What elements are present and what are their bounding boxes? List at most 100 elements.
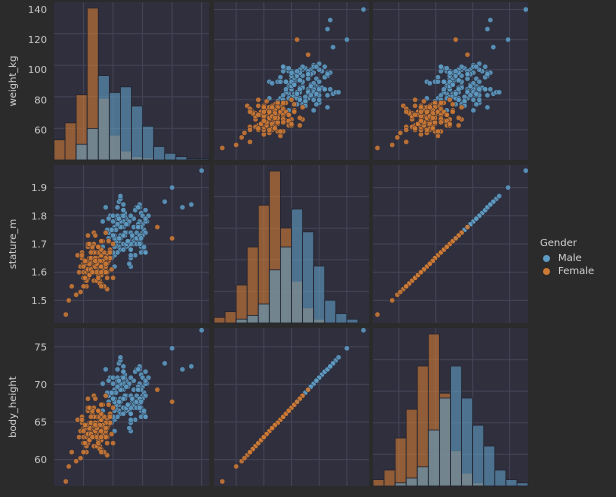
scatter-point-male [310,96,317,103]
scatter-point-male [310,107,317,114]
scatter-point-female [418,269,424,276]
scatter-point-male [120,363,127,370]
scatter-point-male [102,366,109,373]
y-tick-label-body_height: 75 [34,342,47,353]
scatter-point-female [455,122,462,129]
scatter-point-male [142,249,149,256]
scatter-point-male [120,246,127,253]
scatter-point-male [126,260,133,267]
scatter-point-female [86,241,93,247]
scatter-point-male [285,65,292,72]
scatter-point-male [179,204,186,211]
scatter-point-male [484,71,491,78]
scatter-point-male [321,63,328,70]
scatter-point-female [88,413,94,420]
scatter-point-male [470,96,477,103]
y-tick-label-stature_m: 1.8 [31,211,47,222]
scatter-point-female [412,96,418,103]
scatter-point-male [476,78,483,85]
scatter-point-male [280,63,287,70]
scatter-point-male [443,65,450,72]
legend-marker-female [542,267,551,276]
scatter-point-female [98,263,105,270]
scatter-point-female [85,395,91,402]
scatter-point-male [435,78,441,85]
scatter-point-male [114,366,121,373]
scatter-point-male [467,92,474,99]
scatter-point-male [123,221,130,228]
scatter-point-male [522,167,529,174]
scatter-point-female [255,102,262,109]
hist-bar-male [313,265,326,324]
scatter-point-male [138,235,144,242]
scatter-point-female [92,232,99,239]
scatter-point-male [136,241,143,247]
scatter-point-male [441,78,447,85]
scatter-point-male [142,215,149,222]
scatter-point-male [455,77,462,84]
scatter-point-male [296,86,303,93]
hist-bar-male [439,397,451,487]
scatter-point-female [98,428,105,434]
scatter-point-male [110,232,116,239]
scatter-point-male [169,184,175,191]
panel-weight_kg-vs-body_height [373,2,529,160]
hist-bar-male [257,303,270,324]
y-tick-label-stature_m: 1.5 [31,296,47,307]
scatter-point-male [99,218,106,225]
scatter-point-male [294,90,300,97]
panel-weight_kg-vs-weight_kg [53,2,210,161]
hist-bar-male [335,313,348,324]
scatter-point-female [154,386,161,393]
scatter-point-female [92,258,99,264]
scatter-point-male [114,383,121,390]
scatter-point-male [124,238,131,245]
panel-stature_m-vs-weight_kg [54,165,209,323]
scatter-point-male [308,92,314,99]
scatter-point-male [327,86,334,93]
scatter-point-male [487,201,494,208]
scatter-point-male [482,63,489,70]
legend-label-female: Female [558,266,595,277]
scatter-point-female [102,392,109,399]
scatter-point-male [102,204,109,211]
scatter-point-female [294,36,300,43]
scatter-point-male [141,407,147,414]
scatter-point-male [142,368,149,375]
scatter-point-female [288,96,295,103]
scatter-point-male [161,198,168,205]
scatter-point-female [464,224,471,230]
scatter-point-female [412,125,418,132]
scatter-point-male [123,383,130,390]
scatter-point-male [127,246,134,253]
hist-bar-male [450,365,462,487]
scatter-point-female [426,260,433,267]
y-tick-label-weight_kg: 100 [28,65,47,76]
scatter-point-female [429,115,436,121]
scatter-point-female [429,125,436,132]
scatter-point-male [487,86,494,93]
scatter-point-female [95,407,102,414]
scatter-point-female [107,249,113,256]
scatter-point-female [241,455,248,462]
panel-body_height-vs-stature_m [214,327,369,486]
scatter-point-male [120,368,127,375]
hist-bar-male [164,152,177,161]
scatter-point-female [82,275,88,281]
hist-bar-male [131,105,143,161]
scatter-point-female [219,145,226,151]
scatter-point-male [291,81,298,88]
scatter-point-male [129,232,136,239]
scatter-point-male [313,63,320,70]
scatter-point-male [188,201,195,208]
scatter-point-female [449,108,456,115]
scatter-point-male [116,398,122,405]
scatter-point-male [114,204,121,211]
scatter-point-male [127,374,134,381]
hist-bar-male [186,158,199,161]
hist-bar-male [416,466,429,487]
scatter-point-male [441,86,447,93]
scatter-point-female [238,134,245,141]
scatter-point-male [116,235,122,242]
scatter-point-female [443,243,450,250]
